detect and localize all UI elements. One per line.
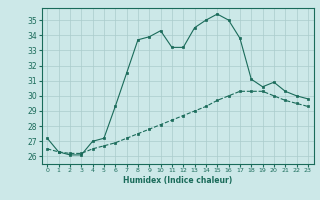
X-axis label: Humidex (Indice chaleur): Humidex (Indice chaleur) (123, 176, 232, 185)
